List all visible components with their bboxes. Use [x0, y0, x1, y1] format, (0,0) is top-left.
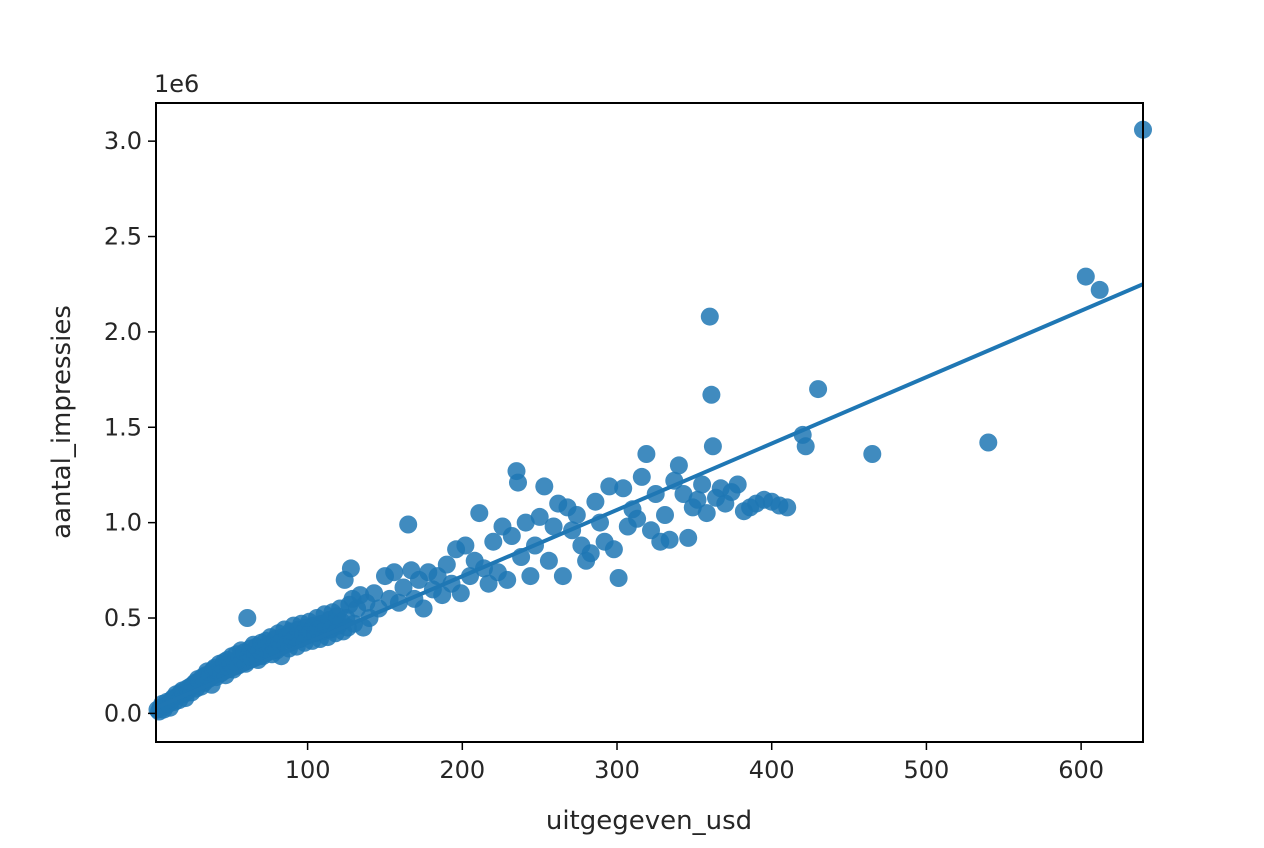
- data-point: [609, 569, 628, 587]
- data-point: [553, 567, 572, 586]
- data-point: [544, 517, 563, 536]
- y-tick-label: 0.5: [104, 604, 142, 632]
- data-point: [567, 506, 586, 524]
- data-point: [414, 599, 433, 618]
- data-points: [148, 120, 1152, 721]
- data-point: [614, 479, 633, 498]
- data-point: [702, 385, 721, 404]
- data-point: [1076, 267, 1095, 286]
- data-point: [809, 380, 828, 399]
- data-point: [509, 473, 527, 492]
- x-axis-label: uitgegeven_usd: [546, 806, 752, 836]
- data-point: [470, 504, 489, 523]
- data-point: [863, 445, 882, 463]
- data-point: [484, 532, 503, 551]
- data-point: [394, 578, 413, 597]
- data-point: [674, 485, 693, 503]
- data-point: [498, 570, 517, 589]
- x-tick-label: 500: [904, 756, 950, 784]
- x-tick-label: 600: [1058, 756, 1104, 784]
- data-point: [451, 584, 470, 603]
- data-point: [728, 475, 747, 494]
- y-tick-label: 1.5: [104, 413, 142, 441]
- data-point: [385, 563, 404, 582]
- plot-frame: [155, 102, 1144, 743]
- data-point: [679, 528, 698, 547]
- data-point: [341, 559, 360, 578]
- y-axis-label: aantal_impressies: [47, 305, 77, 539]
- data-point: [697, 504, 716, 523]
- y-tick-label: 2.0: [104, 318, 142, 346]
- data-point: [796, 437, 815, 456]
- regression-line: [155, 282, 1144, 710]
- data-point: [581, 544, 600, 563]
- data-point: [530, 507, 549, 526]
- x-tick-label: 100: [285, 756, 331, 784]
- y-tick-label: 1.0: [104, 509, 142, 537]
- y-axis: 0.0 0.5 1.0 1.5 2.0 2.5 3.0: [104, 127, 156, 727]
- data-point: [703, 437, 722, 456]
- data-point: [535, 477, 554, 496]
- y-tick-label: 2.5: [104, 223, 142, 251]
- y-tick-label: 0.0: [104, 699, 142, 727]
- data-point: [437, 555, 456, 574]
- data-point: [637, 445, 656, 463]
- data-point: [656, 506, 674, 524]
- data-point: [586, 492, 605, 511]
- data-point: [604, 540, 623, 559]
- x-tick-label: 300: [594, 756, 640, 784]
- data-point: [700, 307, 719, 326]
- data-point: [628, 509, 647, 528]
- data-point: [521, 567, 540, 586]
- data-point: [693, 475, 712, 494]
- data-point: [979, 433, 998, 452]
- data-point: [365, 584, 384, 603]
- y-offset-label: 1e6: [154, 70, 199, 98]
- data-point: [238, 609, 257, 627]
- x-axis: 100 200 300 400 500 600: [285, 742, 1104, 784]
- data-point: [516, 513, 535, 532]
- data-point: [778, 498, 797, 517]
- data-point: [688, 490, 707, 509]
- y-tick-label: 3.0: [104, 127, 142, 155]
- data-point: [600, 477, 619, 496]
- data-point: [539, 551, 558, 570]
- data-point: [399, 515, 418, 534]
- data-point: [669, 456, 688, 475]
- x-tick-label: 200: [439, 756, 485, 784]
- x-tick-label: 400: [749, 756, 795, 784]
- data-point: [502, 527, 521, 545]
- data-point: [632, 467, 651, 486]
- data-point: [456, 536, 475, 555]
- data-point: [660, 530, 679, 549]
- data-point: [1090, 280, 1109, 299]
